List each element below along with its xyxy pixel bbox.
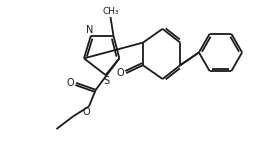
- Text: O: O: [82, 107, 90, 117]
- Text: O: O: [117, 68, 124, 78]
- Text: O: O: [67, 78, 74, 88]
- Text: N: N: [86, 25, 94, 35]
- Text: CH₃: CH₃: [102, 7, 119, 16]
- Text: S: S: [104, 76, 110, 86]
